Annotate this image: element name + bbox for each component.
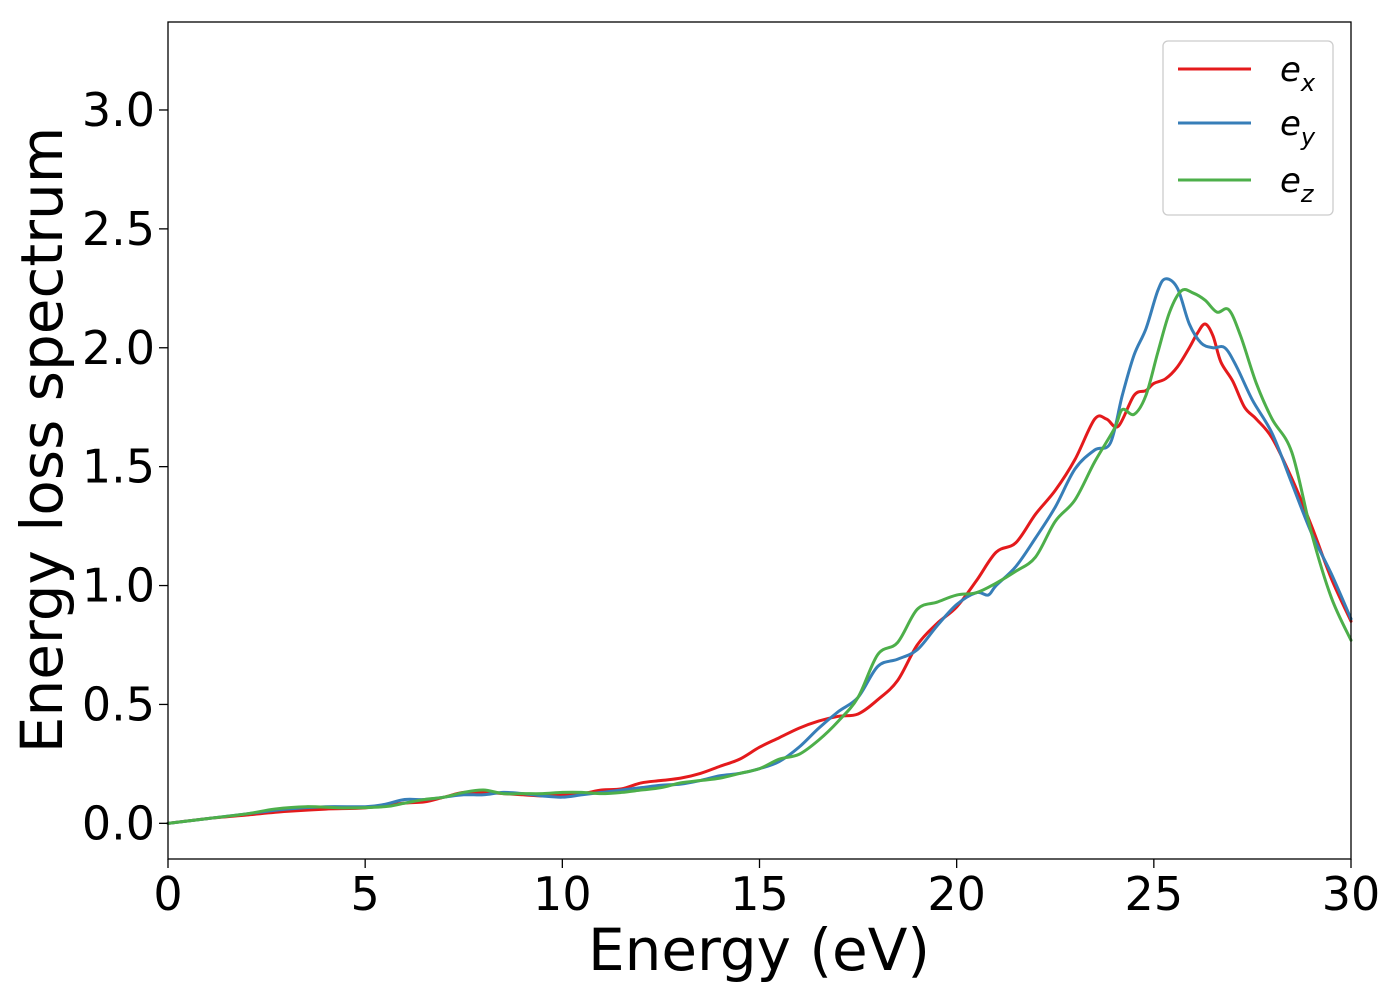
y-tick-label: 1.5 [82, 440, 155, 494]
x-axis-title: Energy (eV) [588, 916, 930, 984]
x-tick-label: 5 [351, 867, 380, 921]
y-tick-label: 2.0 [82, 321, 155, 375]
legend-box [1162, 40, 1334, 216]
series-layer [166, 277, 1353, 825]
legend-label-e-z: ez [1280, 161, 1315, 208]
y-axis-title: Energy loss spectrum [8, 127, 76, 753]
y-tick-label: 1.0 [82, 559, 155, 613]
x-tick-label: 25 [1125, 867, 1184, 921]
x-tick-label: 0 [153, 867, 182, 921]
series-line-e-x [166, 322, 1353, 825]
legend-label-e-x: ex [1280, 50, 1316, 97]
y-tick-label: 0.5 [82, 677, 155, 731]
x-tick-label: 30 [1322, 867, 1381, 921]
x-tick-label: 15 [730, 867, 789, 921]
series-line-e-y [166, 277, 1353, 825]
y-axis: 0.0 0.5 1.0 1.5 2.0 2.5 3.0 [82, 83, 168, 850]
x-tick-label: 20 [927, 867, 986, 921]
y-tick-label: 0.0 [82, 796, 155, 850]
y-tick-label: 2.5 [82, 202, 155, 256]
x-tick-label: 10 [533, 867, 592, 921]
legend-label-e-y: ey [1280, 104, 1316, 151]
y-tick-label: 3.0 [82, 83, 155, 137]
x-axis: 0 5 10 15 20 25 30 [153, 859, 1380, 921]
series-line-e-z [166, 288, 1353, 825]
legend: ex ey ez [1162, 40, 1334, 216]
